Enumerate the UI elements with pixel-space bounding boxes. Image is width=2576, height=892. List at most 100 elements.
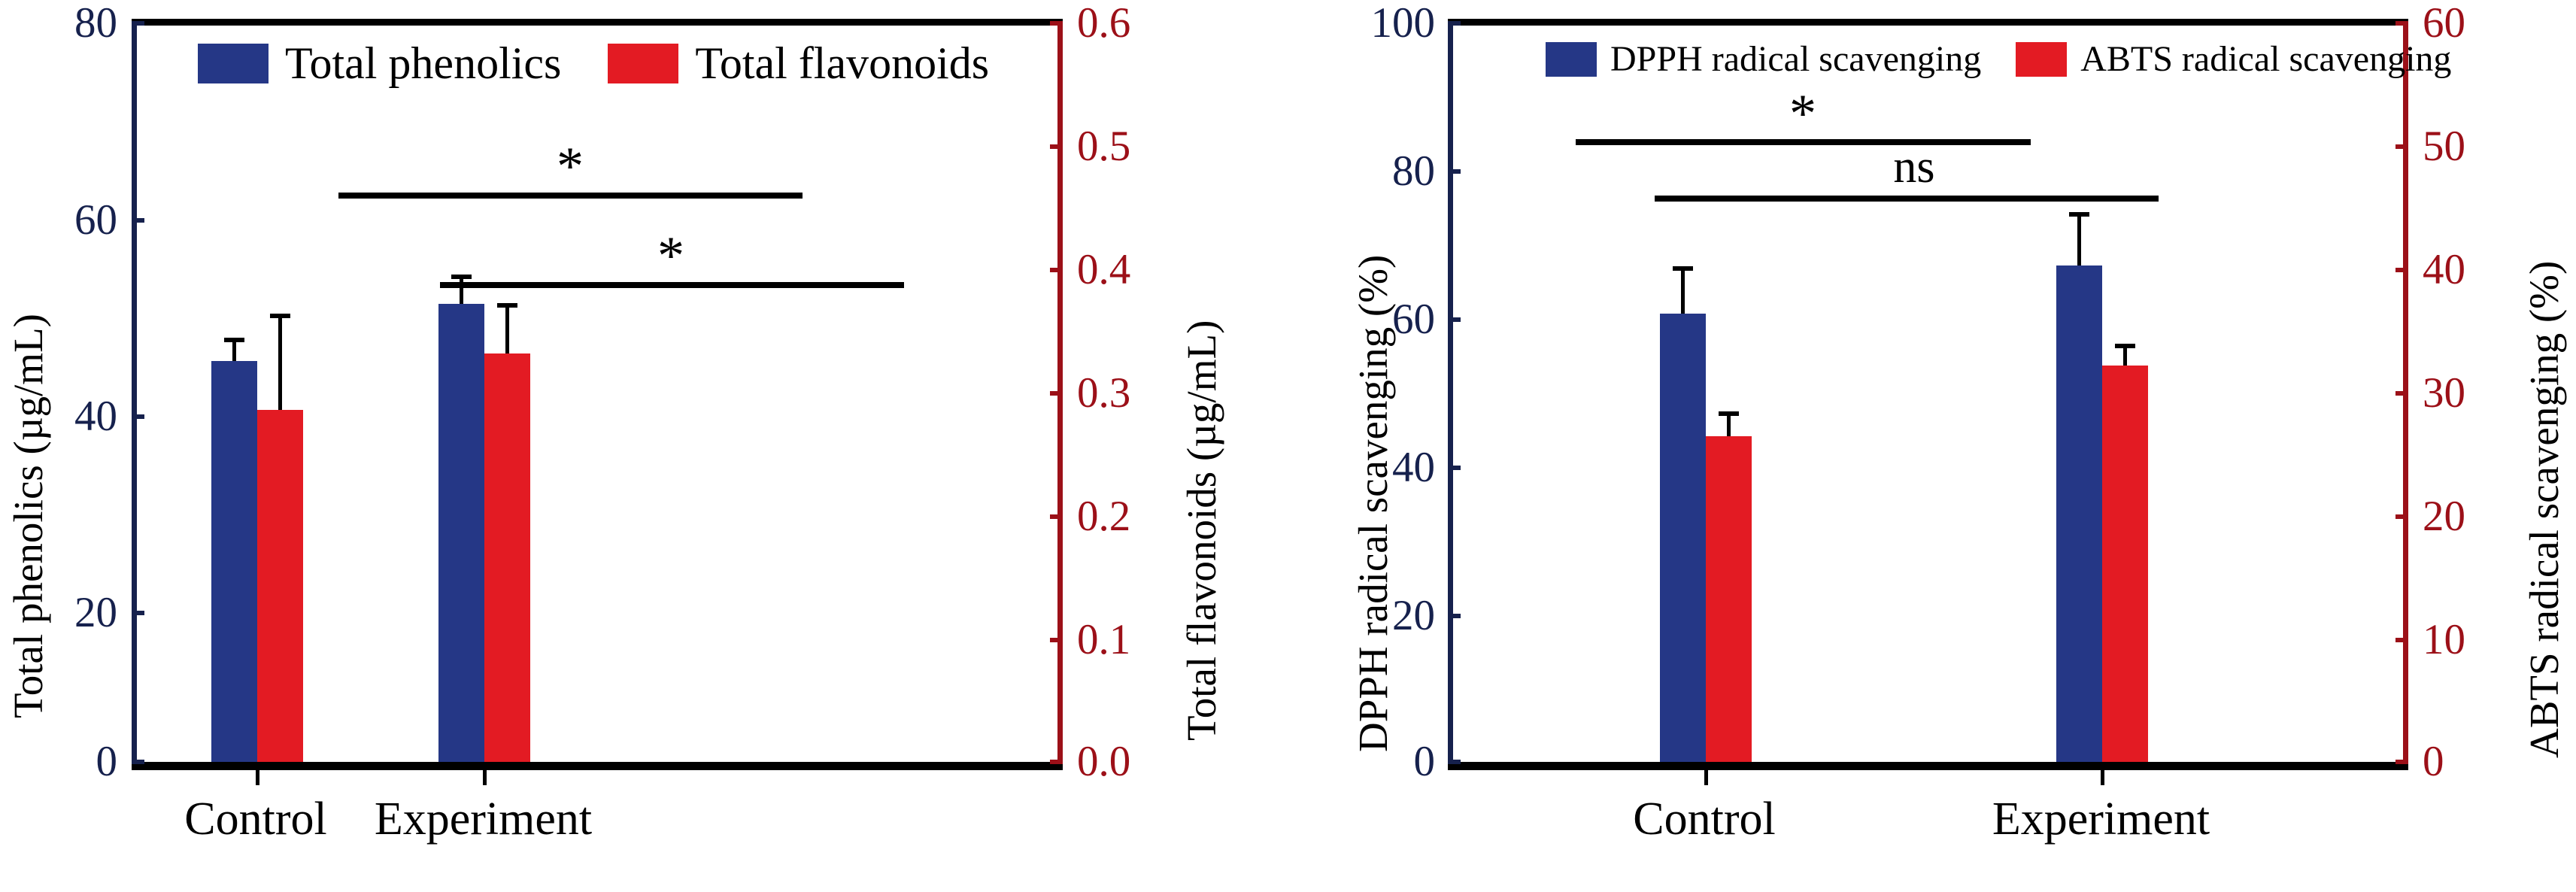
legend-swatch-red-icon — [608, 43, 679, 83]
left-ticklabel-20: 20 — [74, 589, 117, 636]
left-tick-0 — [1448, 760, 1461, 764]
significance-bracket-1 — [338, 193, 803, 199]
x-tick-control — [1704, 770, 1708, 785]
right-tick-50 — [2395, 144, 2408, 149]
left-ticklabel-40: 40 — [1392, 444, 1435, 491]
left-y-axis-line — [132, 19, 137, 767]
panel-left-phenolics-flavonoids: 80 60 40 20 0 0.6 0.5 0.4 0.3 0.2 0.1 0.… — [0, 0, 1279, 892]
right-ticklabel-50: 50 — [2423, 123, 2465, 170]
significance-bracket-1 — [1576, 139, 2031, 145]
errorcap-control-total-flavonoids — [270, 314, 290, 318]
left-y-axis-line — [1448, 19, 1453, 767]
bar-experiment-total-phenolics[interactable] — [438, 304, 484, 762]
right-ticklabel-0p0: 0.0 — [1077, 738, 1131, 785]
right-y-axis-title: ABTS radical scavenging (%) — [2521, 260, 2567, 758]
right-ticklabel-10: 10 — [2423, 616, 2465, 663]
bar-control-total-flavonoids[interactable] — [257, 410, 303, 762]
legend-item-total-flavonoids[interactable]: Total flavonoids — [608, 41, 989, 86]
right-tick-0p2 — [1050, 514, 1063, 519]
left-tick-20 — [1448, 614, 1461, 618]
left-tick-80 — [1448, 169, 1461, 174]
left-ticklabel-40: 40 — [74, 393, 117, 440]
left-tick-40 — [132, 414, 144, 419]
right-y-axis-title: Total flavonoids (µg/mL) — [1179, 320, 1224, 741]
left-ticklabel-20: 20 — [1392, 592, 1435, 639]
legend-label-total-flavonoids: Total flavonoids — [695, 38, 990, 88]
plot-top-border — [1448, 19, 2408, 26]
legend-left-panel: Total phenolics Total flavonoids — [198, 36, 989, 90]
right-ticklabel-0p5: 0.5 — [1077, 123, 1131, 170]
legend-label-total-phenolics: Total phenolics — [285, 38, 562, 88]
legend-item-abts[interactable]: ABTS radical scavenging — [2016, 41, 2451, 77]
left-ticklabel-80: 80 — [74, 0, 117, 47]
right-ticklabel-0p6: 0.6 — [1077, 0, 1131, 47]
right-ticklabel-0: 0 — [2423, 738, 2444, 785]
significance-label-1: * — [1789, 83, 1816, 144]
x-tick-experiment — [483, 770, 487, 785]
left-tick-40 — [1448, 466, 1461, 470]
legend-swatch-blue-icon — [1546, 42, 1597, 77]
x-label-control: Control — [1633, 793, 1776, 845]
right-tick-0 — [2395, 760, 2408, 764]
x-axis-line — [132, 762, 1063, 770]
left-ticklabel-60: 60 — [74, 196, 117, 244]
significance-label-1: * — [557, 136, 584, 196]
x-tick-control — [256, 770, 259, 785]
bar-experiment-total-flavonoids[interactable] — [484, 353, 530, 762]
left-tick-60 — [1448, 317, 1461, 322]
errorcap-experiment-dpph — [2069, 212, 2089, 217]
legend-label-abts: ABTS radical scavenging — [2080, 39, 2452, 79]
right-ticklabel-0p2: 0.2 — [1077, 493, 1131, 540]
right-ticklabel-0p3: 0.3 — [1077, 369, 1131, 417]
errorbar-experiment-total-flavonoids — [505, 305, 509, 353]
right-tick-60 — [2395, 21, 2408, 26]
right-tick-0p5 — [1050, 144, 1063, 149]
errorbar-control-total-flavonoids — [278, 316, 282, 410]
x-label-control: Control — [184, 793, 327, 845]
legend-right-panel: DPPH radical scavenging ABTS radical sca… — [1546, 36, 2451, 83]
errorbar-control-total-phenolics — [232, 340, 236, 361]
legend-swatch-blue-icon — [198, 43, 269, 83]
errorbar-experiment-dpph — [2077, 214, 2081, 265]
left-ticklabel-80: 80 — [1392, 147, 1435, 195]
legend-swatch-red-icon — [2016, 42, 2068, 77]
errorcap-control-total-phenolics — [224, 338, 244, 342]
errorcap-experiment-abts — [2115, 344, 2135, 348]
left-ticklabel-0: 0 — [96, 738, 118, 785]
significance-label-2: ns — [1893, 141, 1935, 193]
left-tick-100 — [1448, 21, 1461, 26]
errorbar-control-abts — [1727, 414, 1731, 436]
right-tick-10 — [2395, 638, 2408, 642]
errorbar-experiment-abts — [2123, 346, 2127, 366]
legend-label-dpph: DPPH radical scavenging — [1610, 39, 1982, 79]
bar-control-abts[interactable] — [1706, 436, 1752, 762]
right-ticklabel-0p4: 0.4 — [1077, 246, 1131, 293]
right-ticklabel-60: 60 — [2423, 0, 2465, 47]
right-tick-0p0 — [1050, 760, 1063, 764]
left-tick-80 — [132, 21, 144, 26]
legend-item-total-phenolics[interactable]: Total phenolics — [198, 41, 561, 86]
left-ticklabel-100: 100 — [1370, 0, 1436, 47]
right-tick-20 — [2395, 514, 2408, 519]
left-y-axis-title: DPPH radical scavenging (%) — [1350, 254, 1396, 752]
significance-bracket-2 — [440, 282, 904, 288]
significance-bracket-2 — [1655, 196, 2159, 202]
bar-experiment-dpph[interactable] — [2056, 265, 2102, 762]
right-ticklabel-20: 20 — [2423, 493, 2465, 540]
right-tick-30 — [2395, 391, 2408, 396]
legend-item-dpph[interactable]: DPPH radical scavenging — [1546, 41, 1981, 77]
left-tick-60 — [132, 218, 144, 223]
panel-right-dpph-abts: 100 80 60 40 20 0 60 50 40 30 20 10 0 DP… — [1279, 0, 2576, 892]
right-ticklabel-30: 30 — [2423, 369, 2465, 417]
right-tick-0p6 — [1050, 21, 1063, 26]
bar-control-dpph[interactable] — [1660, 314, 1706, 762]
bar-experiment-abts[interactable] — [2102, 366, 2148, 762]
x-label-experiment: Experiment — [1992, 793, 2210, 845]
left-tick-20 — [132, 611, 144, 615]
left-ticklabel-60: 60 — [1392, 296, 1435, 343]
bar-control-total-phenolics[interactable] — [211, 361, 257, 762]
significance-label-2: * — [657, 226, 684, 286]
x-tick-experiment — [2101, 770, 2104, 785]
errorbar-control-dpph — [1681, 269, 1685, 314]
